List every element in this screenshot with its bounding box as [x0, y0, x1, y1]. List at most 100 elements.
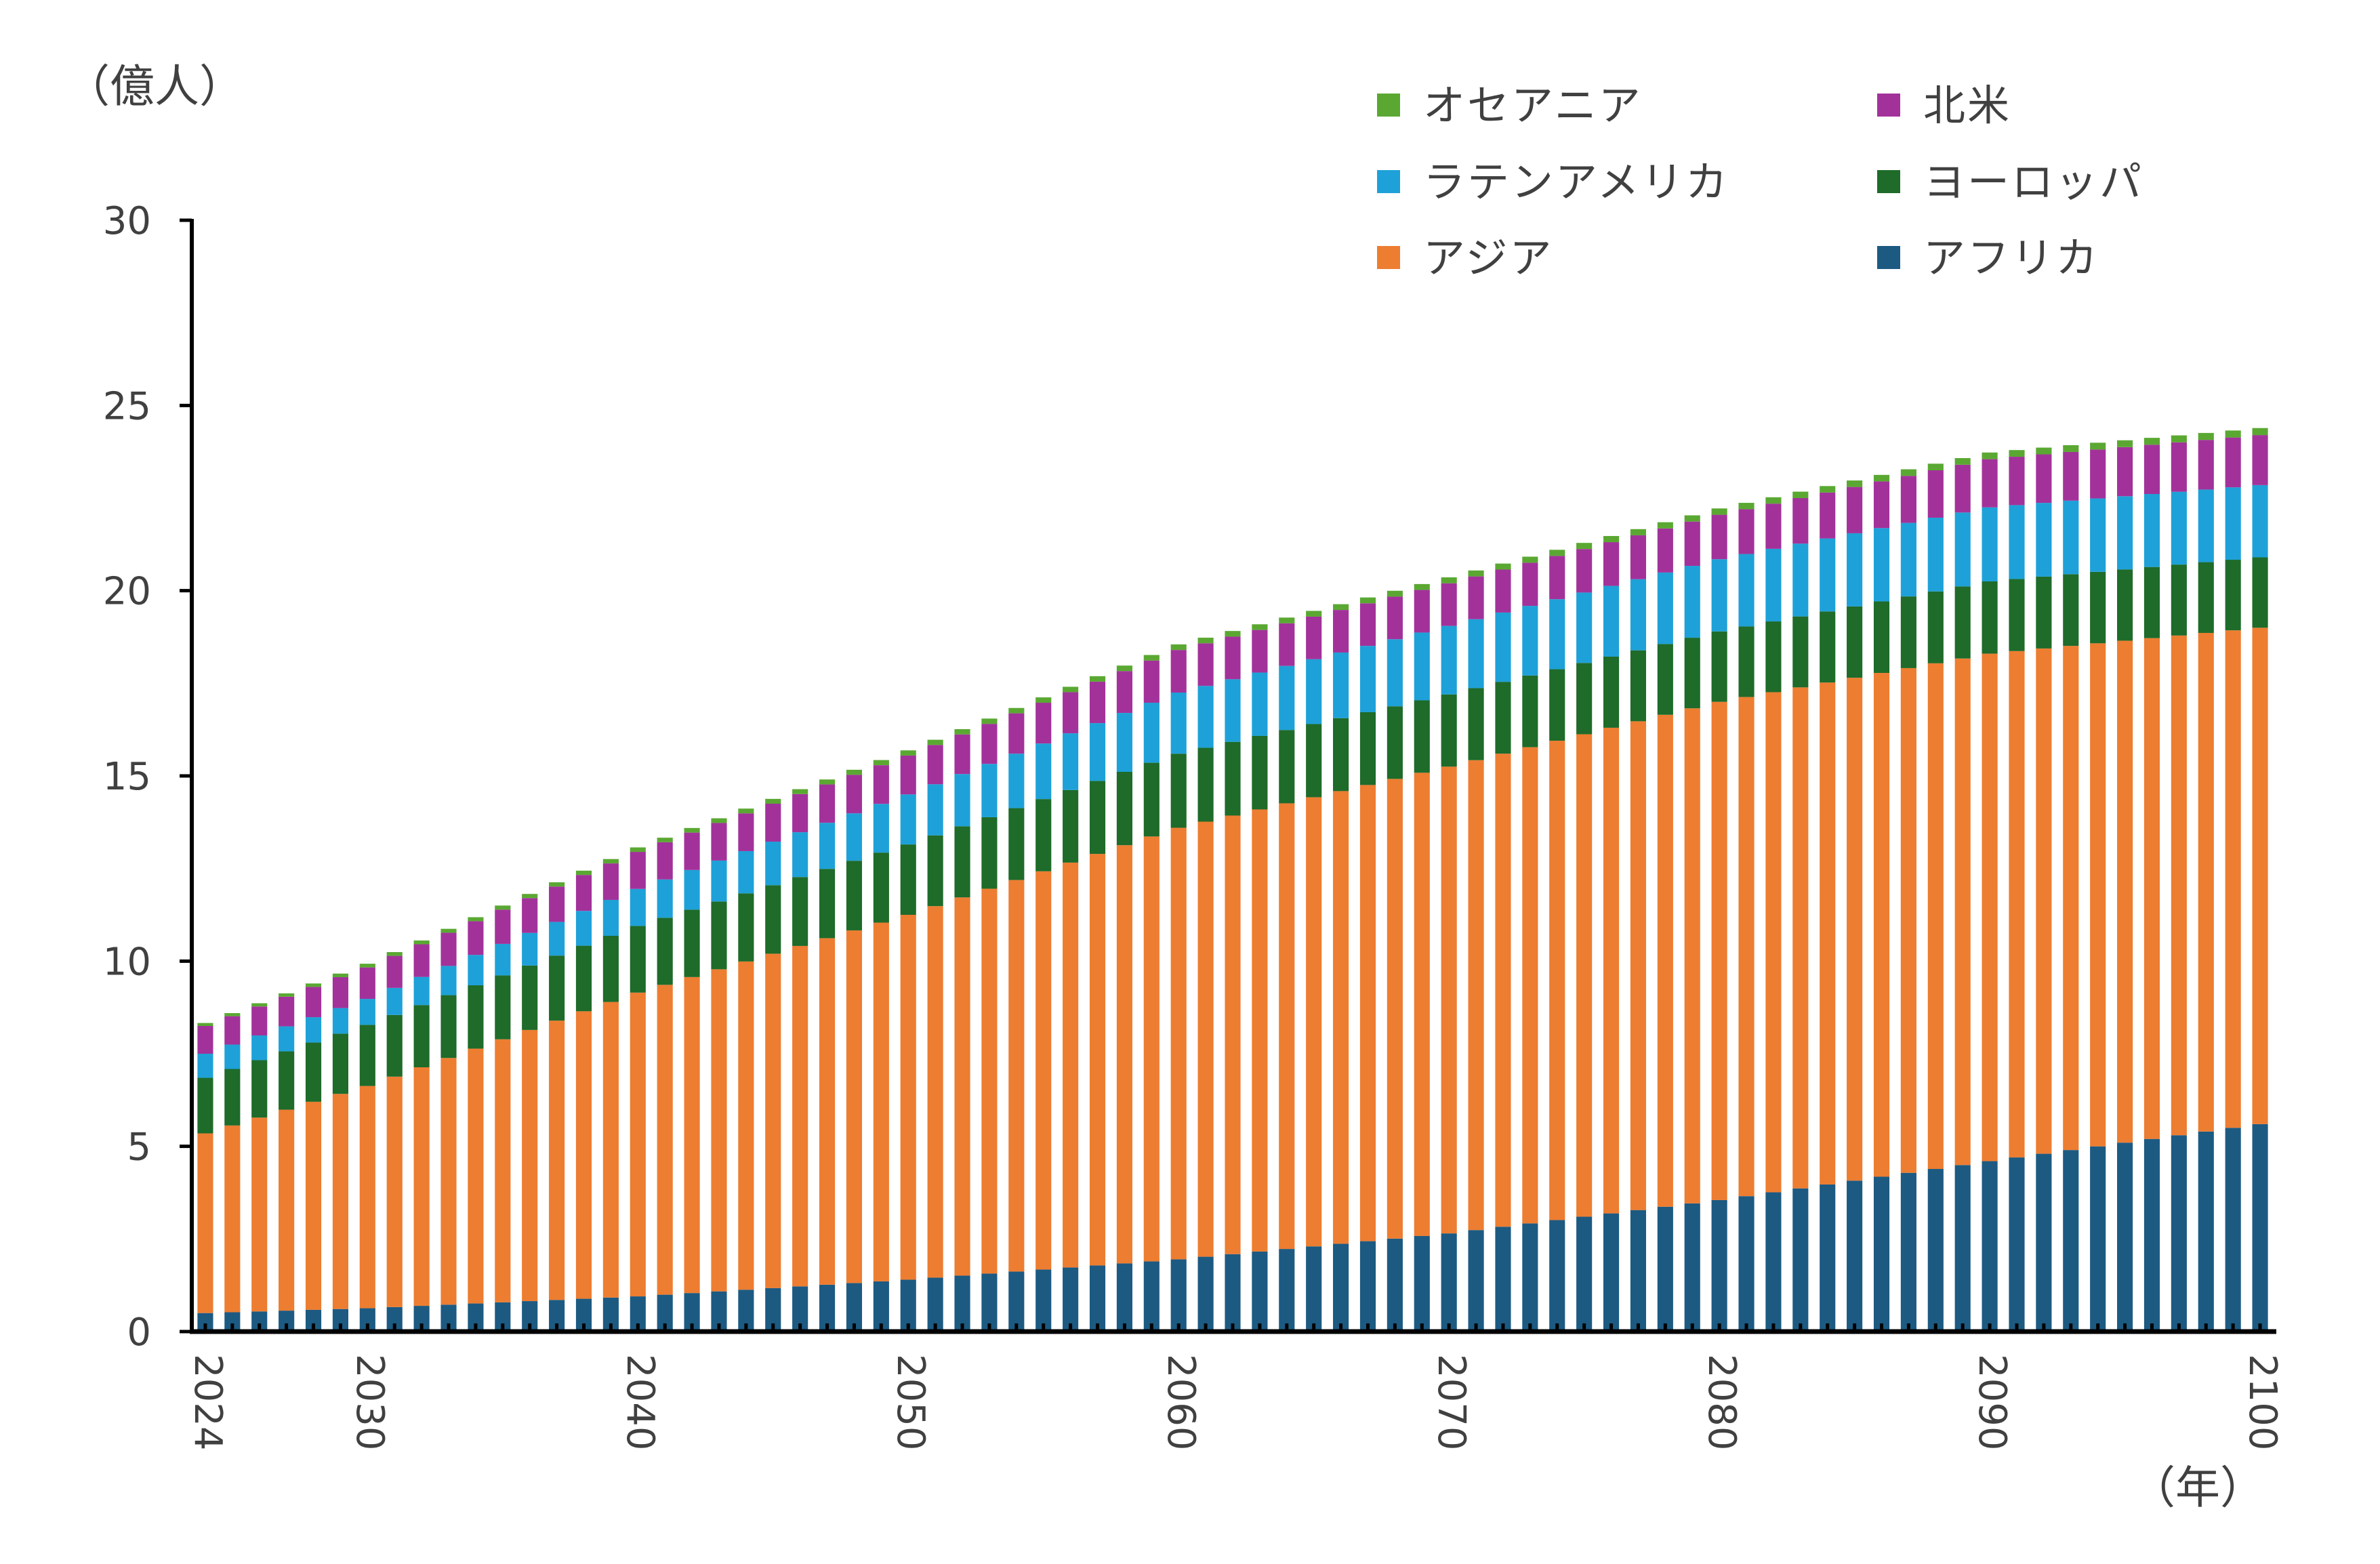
bar-segment-2085-series-2	[1847, 606, 1863, 678]
bar-segment-2092-series-4	[2036, 454, 2052, 503]
bar-segment-2062-series-0	[1225, 1254, 1241, 1332]
bar-segment-2052-series-3	[954, 774, 970, 827]
bar-segment-2054-series-1	[1008, 880, 1025, 1272]
bar-segment-2081-series-3	[1738, 554, 1755, 627]
bar-segment-2066-series-1	[1333, 791, 1349, 1244]
bar-segment-2062-series-2	[1225, 741, 1241, 816]
bar-segment-2095-series-2	[2117, 569, 2133, 641]
bar-segment-2069-series-2	[1414, 700, 1430, 773]
bar-segment-2041-series-0	[657, 1294, 673, 1332]
bar-segment-2082-series-3	[1765, 548, 1782, 622]
bar-segment-2052-series-0	[954, 1275, 970, 1332]
legend-swatch-3	[1377, 170, 1400, 193]
bar-segment-2083-series-5	[1792, 491, 1809, 498]
bar-segment-2063-series-2	[1252, 735, 1268, 810]
bar-segment-2028-series-2	[305, 1042, 322, 1102]
bar-segment-2067-series-2	[1359, 712, 1376, 785]
bar-segment-2036-series-3	[522, 932, 538, 966]
bar-segment-2077-series-2	[1630, 650, 1647, 722]
bar-segment-2084-series-3	[1820, 538, 1836, 612]
bar-segment-2079-series-5	[1684, 515, 1700, 522]
bar-segment-2042-series-5	[684, 827, 700, 833]
bar-segment-2099-series-4	[2225, 437, 2241, 488]
legend-label-5: オセアニア	[1423, 81, 1643, 130]
bar-segment-2043-series-3	[711, 860, 727, 902]
bar-segment-2048-series-0	[846, 1283, 863, 1332]
bar-segment-2088-series-5	[1927, 464, 1944, 470]
legend-label-1: アジア	[1423, 233, 1554, 283]
legend-swatch-5	[1377, 94, 1400, 117]
bar-segment-2078-series-4	[1657, 528, 1673, 573]
bar-segment-2080-series-5	[1711, 508, 1727, 515]
bar-segment-2096-series-1	[2143, 638, 2160, 1139]
bar-segment-2081-series-4	[1738, 509, 1755, 554]
bar-segment-2076-series-4	[1603, 542, 1620, 586]
bar-segment-2025-series-3	[224, 1044, 241, 1069]
bar-segment-2048-series-1	[846, 930, 863, 1283]
bar-segment-2024-series-0	[197, 1313, 213, 1332]
bar-segment-2030-series-3	[359, 999, 375, 1025]
bar-segment-2026-series-1	[251, 1117, 268, 1312]
bar-segment-2047-series-1	[819, 938, 836, 1285]
bar-segment-2094-series-5	[2090, 443, 2106, 450]
x-tick-label-2070: 2070	[1429, 1354, 1473, 1451]
bar-segment-2046-series-5	[792, 789, 808, 794]
bar-segment-2083-series-0	[1792, 1188, 1809, 1332]
bar-segment-2055-series-1	[1035, 871, 1052, 1270]
bar-segment-2089-series-4	[1954, 464, 1971, 513]
bar-segment-2038-series-2	[575, 945, 592, 1012]
bar-segment-2081-series-5	[1738, 503, 1755, 510]
bar-segment-2028-series-3	[305, 1017, 322, 1043]
bar-segment-2036-series-4	[522, 898, 538, 933]
bar-segment-2025-series-2	[224, 1069, 241, 1126]
y-axis-unit-label: （億人）	[65, 60, 244, 112]
bar-segment-2069-series-3	[1414, 632, 1430, 701]
bar-segment-2061-series-4	[1197, 643, 1214, 686]
y-tick-label-25: 25	[103, 384, 151, 428]
bar-segment-2042-series-0	[684, 1293, 700, 1332]
bar-segment-2071-series-2	[1468, 688, 1484, 760]
bar-segment-2082-series-1	[1765, 692, 1782, 1193]
bar-segment-2070-series-1	[1441, 766, 1457, 1234]
bar-segment-2057-series-0	[1089, 1265, 1106, 1332]
bar-segment-2080-series-0	[1711, 1199, 1727, 1332]
bar-segment-2034-series-3	[468, 955, 484, 985]
bar-segment-2080-series-4	[1711, 514, 1727, 560]
bar-segment-2031-series-3	[386, 987, 403, 1015]
bar-segment-2073-series-0	[1522, 1223, 1538, 1332]
bar-segment-2092-series-3	[2036, 503, 2052, 577]
bar-segment-2054-series-2	[1008, 808, 1025, 880]
bar-segment-2071-series-1	[1468, 760, 1484, 1231]
x-tick-label-2060: 2060	[1159, 1354, 1203, 1451]
bar-segment-2065-series-3	[1306, 659, 1322, 724]
bar-segment-2032-series-5	[413, 940, 430, 945]
bar-segment-2061-series-3	[1197, 686, 1214, 748]
bar-segment-2085-series-5	[1847, 480, 1863, 487]
bar-segment-2025-series-0	[224, 1312, 241, 1332]
bar-segment-2066-series-3	[1333, 652, 1349, 718]
bar-segment-2047-series-3	[819, 823, 836, 869]
bar-segment-2068-series-1	[1387, 779, 1403, 1239]
legend-swatch-2	[1877, 170, 1900, 193]
bar-segment-2051-series-0	[927, 1277, 943, 1332]
bar-segment-2070-series-5	[1441, 577, 1457, 583]
bar-segment-2038-series-1	[575, 1011, 592, 1299]
bar-segment-2045-series-2	[765, 885, 781, 954]
y-tick-label-0: 0	[127, 1311, 151, 1355]
bar-segment-2068-series-0	[1387, 1238, 1403, 1332]
bar-segment-2085-series-0	[1847, 1180, 1863, 1332]
x-tick-label-2040: 2040	[618, 1354, 662, 1451]
bar-segment-2051-series-4	[927, 745, 943, 785]
bar-segment-2074-series-0	[1549, 1220, 1565, 1332]
bar-segment-2058-series-1	[1116, 845, 1132, 1264]
bar-segment-2036-series-0	[522, 1301, 538, 1332]
bar-segment-2063-series-3	[1252, 672, 1268, 736]
bar-segment-2040-series-4	[630, 852, 646, 889]
bar-segment-2072-series-4	[1495, 569, 1511, 613]
bar-segment-2046-series-1	[792, 945, 808, 1287]
bar-segment-2090-series-2	[1982, 581, 1998, 654]
bar-segment-2069-series-0	[1414, 1235, 1430, 1332]
bar-segment-2087-series-5	[1900, 469, 1916, 476]
bar-segment-2079-series-4	[1684, 521, 1700, 567]
bar-segment-2100-series-3	[2252, 485, 2268, 558]
